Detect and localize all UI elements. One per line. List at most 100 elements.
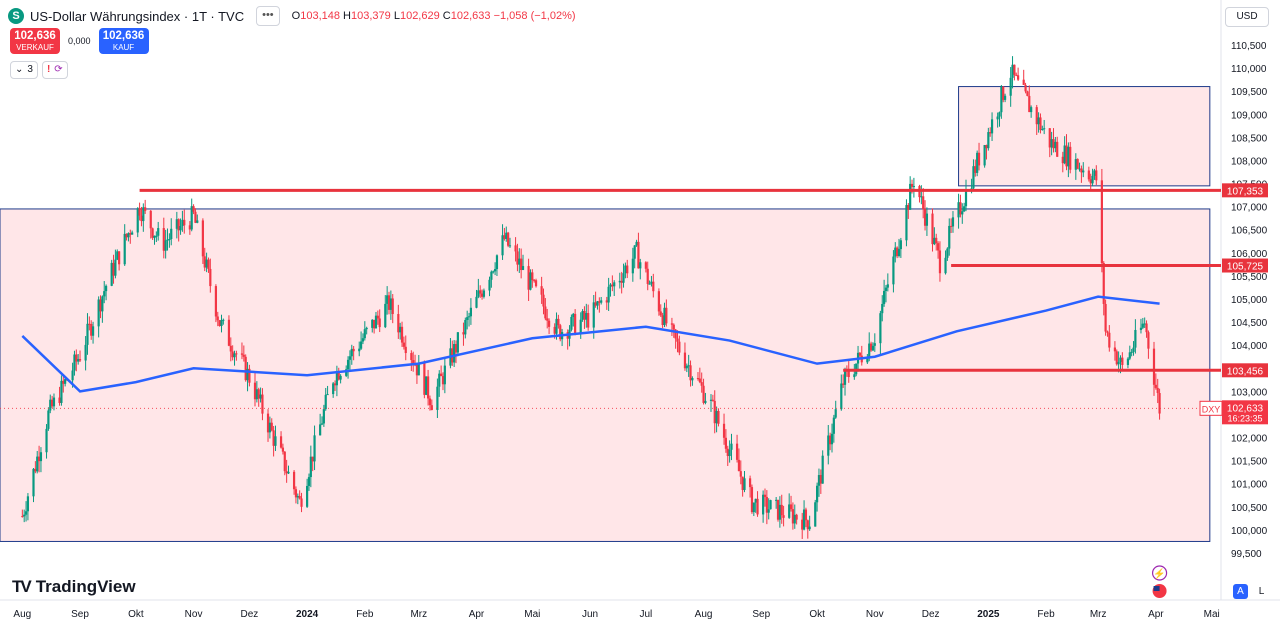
candle-body — [832, 417, 835, 434]
candle — [905, 199, 908, 247]
y-tick-label: 105,500 — [1231, 272, 1268, 283]
candle-body — [1015, 74, 1018, 76]
y-tick-label: 106,500 — [1231, 226, 1268, 237]
buy-button[interactable]: 102,636 KAUF — [98, 28, 149, 54]
candle — [687, 354, 690, 377]
candle — [21, 509, 24, 518]
candle — [205, 252, 208, 273]
x-tick-label: Feb — [1037, 609, 1055, 620]
candle-body — [948, 225, 951, 249]
candle — [709, 394, 713, 412]
candle-body — [793, 514, 796, 524]
candle-body — [1121, 357, 1124, 365]
candle-body — [1076, 159, 1079, 169]
candle — [216, 311, 219, 327]
tradingview-logo[interactable]: TV TradingView — [12, 577, 136, 597]
candle — [883, 279, 886, 307]
indicator-status[interactable]: ! ⟳ — [41, 61, 68, 79]
trade-panel: 102,636 VERKAUF 0,000 102,636 KAUF — [10, 28, 149, 54]
candle-body — [1052, 139, 1055, 149]
candle — [696, 372, 700, 381]
candle-body — [1028, 95, 1031, 113]
ohlc-readout: O103,148 H103,379 L102,629 C102,633 −1,0… — [291, 10, 576, 22]
candle — [600, 296, 603, 305]
candle-body — [1156, 387, 1159, 394]
candle — [657, 288, 660, 316]
candle — [750, 484, 754, 514]
candle-body — [177, 219, 180, 231]
candle-body — [1113, 347, 1117, 352]
candle-body — [326, 394, 329, 396]
candle — [1011, 56, 1014, 89]
candle — [358, 341, 361, 357]
candle-body — [479, 290, 482, 294]
candle-body — [1067, 146, 1070, 167]
candle-body — [462, 332, 465, 335]
candle-body — [817, 475, 821, 486]
candle-body — [698, 378, 701, 383]
candle — [689, 360, 692, 387]
candle-body — [935, 237, 938, 244]
candle-body — [26, 496, 30, 512]
candle — [283, 451, 286, 476]
candle — [118, 251, 121, 271]
candle — [116, 249, 119, 261]
candle-body — [1158, 393, 1161, 414]
candle-body — [490, 271, 493, 280]
candle-body — [871, 345, 875, 351]
candle-body — [24, 511, 28, 515]
candle — [817, 468, 821, 497]
candle — [1052, 128, 1055, 153]
level-tag-bg — [1222, 258, 1268, 273]
y-tick-label: 102,000 — [1231, 434, 1268, 445]
candle-body — [350, 348, 353, 357]
candle-body — [233, 353, 236, 358]
candle — [816, 482, 819, 512]
more-options-icon[interactable]: ••• — [256, 6, 280, 26]
candle — [73, 350, 76, 376]
candle — [114, 249, 117, 279]
candle-body — [207, 259, 210, 269]
candle-body — [62, 380, 65, 384]
candle — [207, 257, 210, 273]
candle-body — [97, 299, 100, 327]
candle-body — [149, 210, 152, 229]
candle-body — [101, 296, 104, 312]
x-tick-label: Dez — [922, 609, 940, 620]
candle — [665, 299, 668, 327]
candle-body — [47, 410, 50, 429]
candle-body — [717, 410, 720, 424]
candle — [443, 358, 446, 394]
candle-body — [21, 516, 24, 518]
log-scale-button[interactable]: L — [1258, 586, 1265, 597]
candle-body — [765, 496, 768, 513]
candle-body — [296, 495, 299, 498]
candle-body — [637, 241, 640, 269]
candle — [931, 208, 934, 252]
candle-body — [804, 509, 808, 521]
refresh-icon[interactable]: ⟳ — [54, 64, 63, 75]
level-price-tag: 103,456 — [1222, 363, 1268, 378]
indicators-toggle[interactable]: ⌄ 3 — [10, 61, 38, 79]
sell-button[interactable]: 102,636 VERKAUF — [10, 28, 60, 54]
y-tick-label: 104,500 — [1231, 318, 1268, 329]
candle-body — [129, 233, 132, 235]
candle — [428, 395, 432, 411]
candle — [374, 311, 378, 329]
candle-body — [399, 326, 402, 333]
open-value: 103,148 — [300, 10, 340, 22]
candle — [700, 372, 703, 393]
currency-selector[interactable]: USD — [1225, 7, 1269, 27]
candle — [188, 221, 191, 235]
candle-body — [678, 341, 681, 353]
candle — [227, 315, 231, 347]
auto-scale-button[interactable]: A — [1233, 584, 1248, 599]
candle-body — [1002, 86, 1005, 100]
candle — [64, 377, 67, 387]
candle — [261, 388, 264, 421]
chart-title[interactable]: US-Dollar Währungsindex · 1T · TVC — [30, 8, 245, 24]
x-tick-label: 2025 — [977, 609, 1000, 620]
candle — [24, 501, 28, 522]
candle — [220, 314, 223, 333]
